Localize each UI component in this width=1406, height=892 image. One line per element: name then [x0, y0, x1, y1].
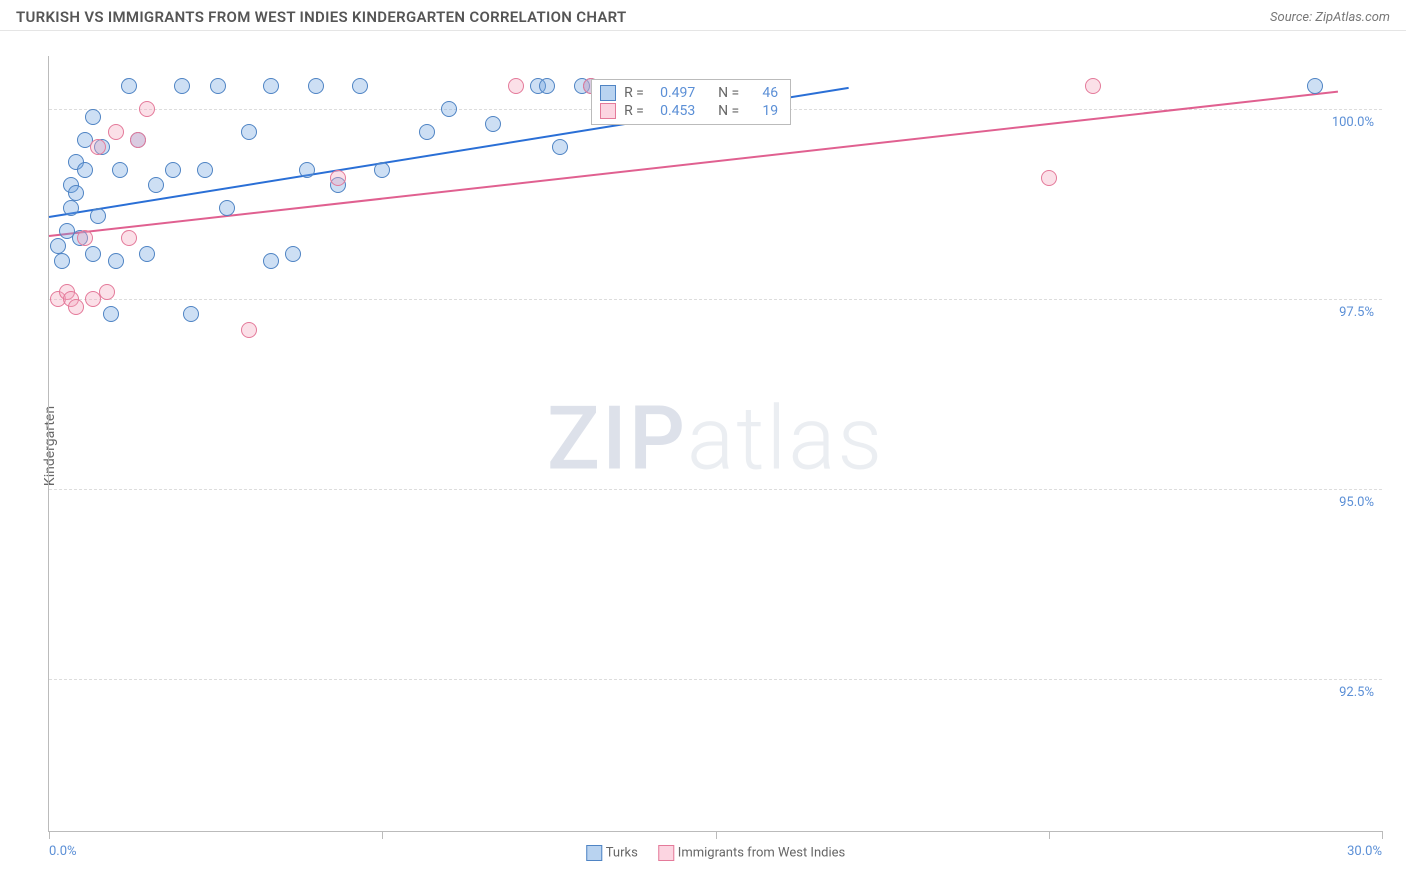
n-label: N =	[718, 85, 746, 101]
data-point	[1085, 78, 1101, 94]
x-tick	[1049, 831, 1050, 839]
data-point	[139, 101, 155, 117]
data-point	[108, 124, 124, 140]
data-point	[241, 124, 257, 140]
gridline	[49, 679, 1382, 680]
data-point	[77, 162, 93, 178]
data-point	[90, 139, 106, 155]
data-point	[85, 246, 101, 262]
data-point	[99, 284, 115, 300]
data-point	[54, 253, 70, 269]
data-point	[112, 162, 128, 178]
legend: Turks Immigrants from West Indies	[586, 845, 845, 861]
data-point	[139, 246, 155, 262]
x-tick	[382, 831, 383, 839]
watermark: ZIPatlas	[547, 387, 884, 490]
data-point	[183, 306, 199, 322]
data-point	[485, 116, 501, 132]
data-point	[285, 246, 301, 262]
legend-item: Immigrants from West Indies	[658, 845, 845, 861]
legend-swatch	[586, 845, 602, 861]
data-point	[441, 101, 457, 117]
x-tick-label-right: 30.0%	[1347, 844, 1382, 859]
n-label: N =	[718, 103, 746, 119]
data-point	[219, 200, 235, 216]
x-tick-label-left: 0.0%	[49, 844, 77, 859]
data-point	[419, 124, 435, 140]
legend-label: Turks	[606, 845, 638, 860]
data-point	[299, 162, 315, 178]
data-point	[330, 170, 346, 186]
data-point	[539, 78, 555, 94]
series-swatch	[600, 103, 616, 119]
stats-row: R = 0.453 N = 19	[592, 102, 790, 120]
data-point	[197, 162, 213, 178]
data-point	[308, 78, 324, 94]
data-point	[508, 78, 524, 94]
data-point	[263, 78, 279, 94]
data-point	[90, 208, 106, 224]
x-tick	[49, 831, 50, 839]
x-tick	[716, 831, 717, 839]
r-value: 0.497	[660, 85, 710, 101]
correlation-stats-box: R = 0.497 N = 46 R = 0.453 N = 19	[591, 79, 791, 125]
data-point	[68, 299, 84, 315]
data-point	[165, 162, 181, 178]
data-point	[1041, 170, 1057, 186]
data-point	[352, 78, 368, 94]
data-point	[68, 185, 84, 201]
legend-item: Turks	[586, 845, 638, 861]
y-tick-label: 92.5%	[1339, 685, 1374, 700]
r-label: R =	[624, 103, 652, 119]
data-point	[63, 200, 79, 216]
gridline	[49, 299, 1382, 300]
r-label: R =	[624, 85, 652, 101]
data-point	[121, 230, 137, 246]
data-point	[103, 306, 119, 322]
data-point	[174, 78, 190, 94]
plot-area: ZIPatlas 92.5%95.0%97.5%100.0%0.0%30.0%R…	[48, 56, 1382, 832]
data-point	[552, 139, 568, 155]
y-tick-label: 95.0%	[1339, 495, 1374, 510]
data-point	[85, 109, 101, 125]
data-point	[210, 78, 226, 94]
gridline	[49, 489, 1382, 490]
data-point	[50, 238, 66, 254]
n-value: 19	[754, 103, 778, 119]
watermark-light: atlas	[687, 387, 884, 490]
stats-row: R = 0.497 N = 46	[592, 84, 790, 102]
legend-swatch	[658, 845, 674, 861]
data-point	[130, 132, 146, 148]
x-tick	[1382, 831, 1383, 839]
n-value: 46	[754, 85, 778, 101]
data-point	[263, 253, 279, 269]
data-point	[1307, 78, 1323, 94]
y-tick-label: 97.5%	[1339, 305, 1374, 320]
data-point	[121, 78, 137, 94]
chart-source: Source: ZipAtlas.com	[1270, 10, 1390, 25]
data-point	[241, 322, 257, 338]
series-swatch	[600, 85, 616, 101]
data-point	[77, 230, 93, 246]
chart-header: TURKISH VS IMMIGRANTS FROM WEST INDIES K…	[0, 0, 1406, 31]
data-point	[108, 253, 124, 269]
data-point	[374, 162, 390, 178]
legend-label: Immigrants from West Indies	[678, 845, 845, 860]
data-point	[148, 177, 164, 193]
plot-container: ZIPatlas 92.5%95.0%97.5%100.0%0.0%30.0%R…	[48, 56, 1382, 832]
y-tick-label: 100.0%	[1332, 115, 1374, 130]
watermark-bold: ZIP	[547, 387, 687, 490]
chart-title: TURKISH VS IMMIGRANTS FROM WEST INDIES K…	[16, 8, 627, 26]
r-value: 0.453	[660, 103, 710, 119]
